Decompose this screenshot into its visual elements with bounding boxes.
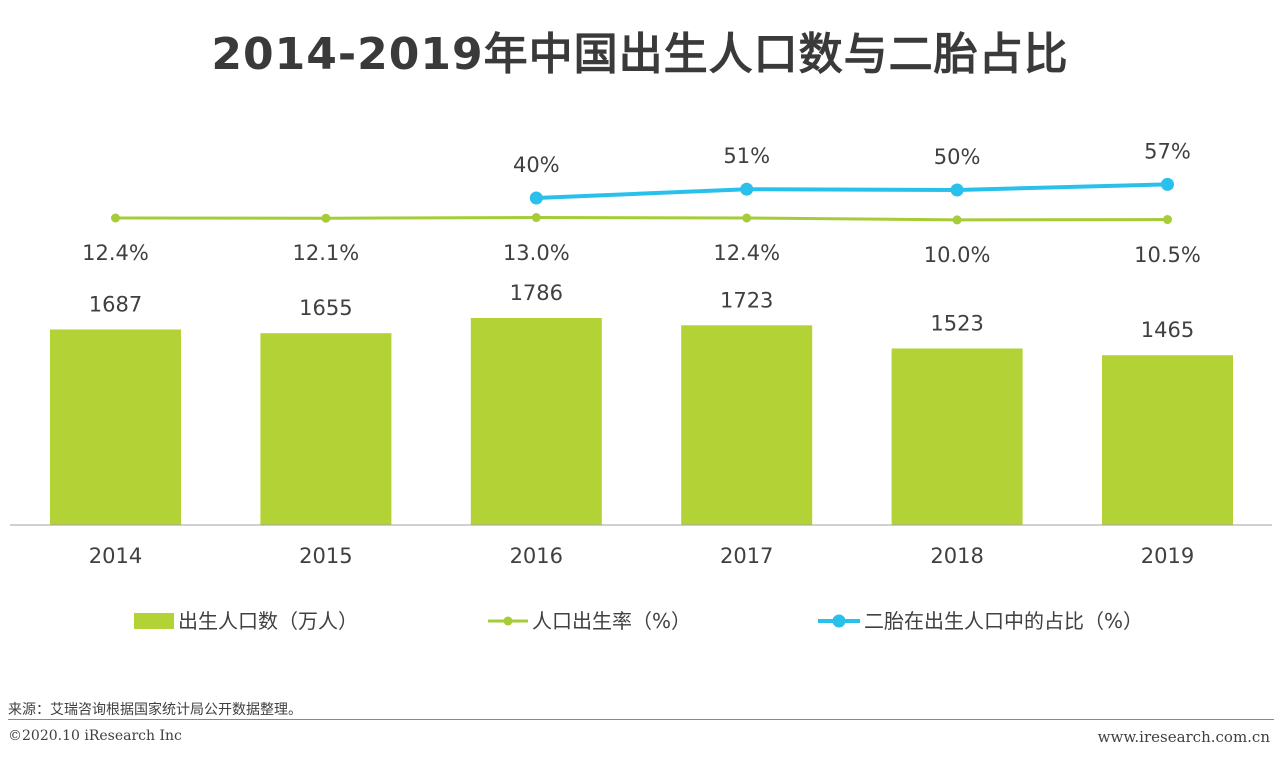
legend-bar-swatch — [134, 613, 174, 629]
bar-value-label: 1465 — [1141, 318, 1194, 342]
x-tick-labels-group: 2014 2015 2016 2017 2018 2019 — [89, 544, 1194, 568]
legend-share-marker — [832, 614, 846, 628]
bar-2014 — [50, 329, 181, 525]
bar-2018 — [891, 348, 1023, 525]
x-tick-label: 2018 — [930, 544, 983, 568]
birth-rate-label: 10.5% — [1134, 243, 1201, 267]
second-child-line — [536, 182, 1168, 200]
bar-2016 — [470, 318, 602, 525]
chart-title: 2014-2019年中国出生人口数与二胎占比 — [211, 29, 1069, 80]
second-child-label: 51% — [723, 144, 770, 168]
second-child-label: 40% — [513, 153, 560, 177]
second-child-label: 57% — [1144, 139, 1191, 163]
bars-group — [50, 318, 1233, 525]
birth-rate-line-group: 12.4% 12.1% 13.0% 12.4% 10.0% 10.5% — [82, 213, 1201, 267]
bar-value-label: 1786 — [510, 281, 563, 305]
birth-rate-point — [952, 215, 962, 225]
second-child-line-group: 40% 51% 50% 57% — [513, 139, 1191, 205]
second-child-point — [1161, 177, 1174, 191]
bar-value-label: 1723 — [720, 288, 773, 312]
footer-divider — [8, 719, 1274, 720]
legend-share-label: 二胎在出生人口中的占比（%） — [864, 609, 1143, 633]
legend-rate-label: 人口出生率（%） — [532, 609, 691, 633]
legend-bar-label: 出生人口数（万人） — [178, 609, 358, 633]
birth-rate-point — [111, 213, 120, 223]
birth-rate-line — [115, 216, 1168, 222]
source-note: 来源：艾瑞咨询根据国家统计局公开数据整理。 — [8, 702, 302, 718]
x-tick-label: 2014 — [89, 544, 142, 568]
birth-rate-label: 12.4% — [713, 241, 780, 265]
bar-value-label: 1655 — [299, 296, 352, 320]
website-link[interactable]: www.iresearch.com.cn — [1097, 728, 1270, 746]
birth-rate-point — [531, 213, 541, 223]
birth-rate-label: 12.4% — [82, 241, 149, 265]
bar-labels-group: 1687 1655 1786 1723 1523 1465 — [89, 281, 1194, 342]
second-child-point — [529, 191, 543, 205]
birth-rate-point — [1163, 215, 1172, 225]
x-tick-label: 2019 — [1141, 544, 1194, 568]
second-child-label: 50% — [934, 145, 981, 169]
legend-rate-marker — [503, 616, 513, 626]
copyright: ©2020.10 iResearch Inc — [8, 728, 182, 744]
x-tick-label: 2015 — [299, 544, 352, 568]
bar-value-label: 1687 — [89, 292, 142, 316]
second-child-point — [950, 183, 964, 197]
bar-2019 — [1102, 355, 1233, 525]
birth-rate-label: 12.1% — [293, 241, 360, 265]
legend: 出生人口数（万人） 人口出生率（%） 二胎在出生人口中的占比（%） — [134, 609, 1143, 633]
birth-rate-point — [321, 213, 331, 223]
chart: 1687 1655 1786 1723 1523 1465 12.4% 12.1% 13.0%… — [10, 139, 1272, 633]
birth-rate-point — [742, 213, 752, 223]
second-child-point — [740, 182, 754, 196]
x-tick-label: 2017 — [720, 544, 773, 568]
bar-2017 — [681, 325, 813, 525]
birth-rate-label: 13.0% — [503, 241, 570, 265]
x-tick-label: 2016 — [510, 544, 563, 568]
birth-rate-label: 10.0% — [924, 243, 991, 267]
bar-value-label: 1523 — [930, 311, 983, 335]
bar-2015 — [260, 333, 392, 525]
